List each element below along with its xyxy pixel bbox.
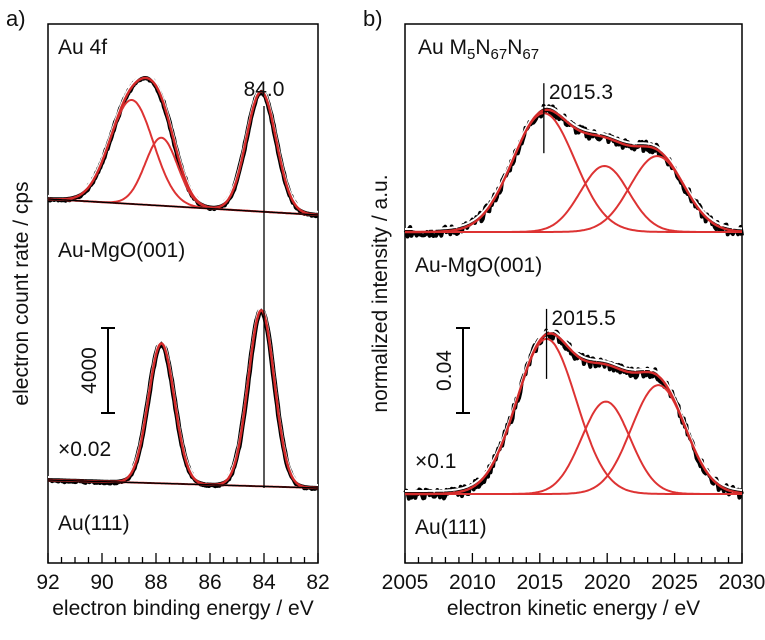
x-axis-title: electron binding energy / eV (52, 597, 314, 620)
x-tick-label: 92 (36, 571, 59, 594)
sample-label: Au(111) (415, 516, 487, 539)
total-fit (405, 108, 743, 234)
component-fit (405, 400, 742, 495)
x-tick-label: 2010 (449, 571, 496, 594)
envelope-trace (405, 105, 743, 230)
x-axis-title: electron kinetic energy / eV (447, 597, 700, 620)
sample-label: Au-MgO(001) (415, 254, 542, 277)
y-axis-title: normalized intensity / a.u. (369, 174, 392, 412)
scale-bar-label: 0.04 (433, 350, 456, 391)
total-fit (47, 76, 319, 217)
scale-bar-label: 4000 (78, 347, 101, 394)
scale-factor: ×0.02 (58, 438, 111, 461)
peak-position-label: 2015.3 (549, 81, 613, 104)
reference-line-label: 84.0 (244, 78, 285, 101)
plot-frame (404, 23, 743, 564)
x-tick-label: 2015 (516, 571, 563, 594)
total-fit (48, 309, 318, 490)
x-tick-label: 2025 (651, 571, 698, 594)
total-fit (405, 332, 743, 496)
chart-title: Au M5N67N67 (418, 36, 539, 63)
scale-factor: ×0.1 (415, 450, 456, 473)
sample-label: Au-MgO(001) (58, 239, 185, 262)
sample-label: Au(111) (58, 512, 130, 535)
x-tick-label: 84 (252, 571, 276, 594)
x-tick-label: 2030 (719, 571, 765, 594)
x-tick-label: 88 (144, 571, 167, 594)
x-tick-label: 82 (306, 571, 329, 594)
baseline (47, 198, 319, 216)
baseline (48, 479, 318, 489)
x-tick-label: 90 (90, 571, 113, 594)
component-fit (405, 112, 742, 233)
panel-a: 92 90 88 86 84 82 electron binding energy / eV… (6, 6, 330, 620)
panel-label: b) (363, 6, 383, 31)
chart-title: Au 4f (58, 36, 107, 59)
y-axis-title: electron count rate / cps (10, 181, 33, 405)
peak-position-label: 2015.5 (552, 307, 616, 330)
x-tick-label: 86 (198, 571, 221, 594)
data-trace (403, 103, 744, 239)
x-tick-label: 2005 (382, 571, 429, 594)
panel-label: a) (6, 6, 26, 31)
x-tick-label: 2020 (584, 571, 631, 594)
panel-b: 2005 2010 2015 2020 2025 2030 electron kinetic… (363, 6, 765, 620)
